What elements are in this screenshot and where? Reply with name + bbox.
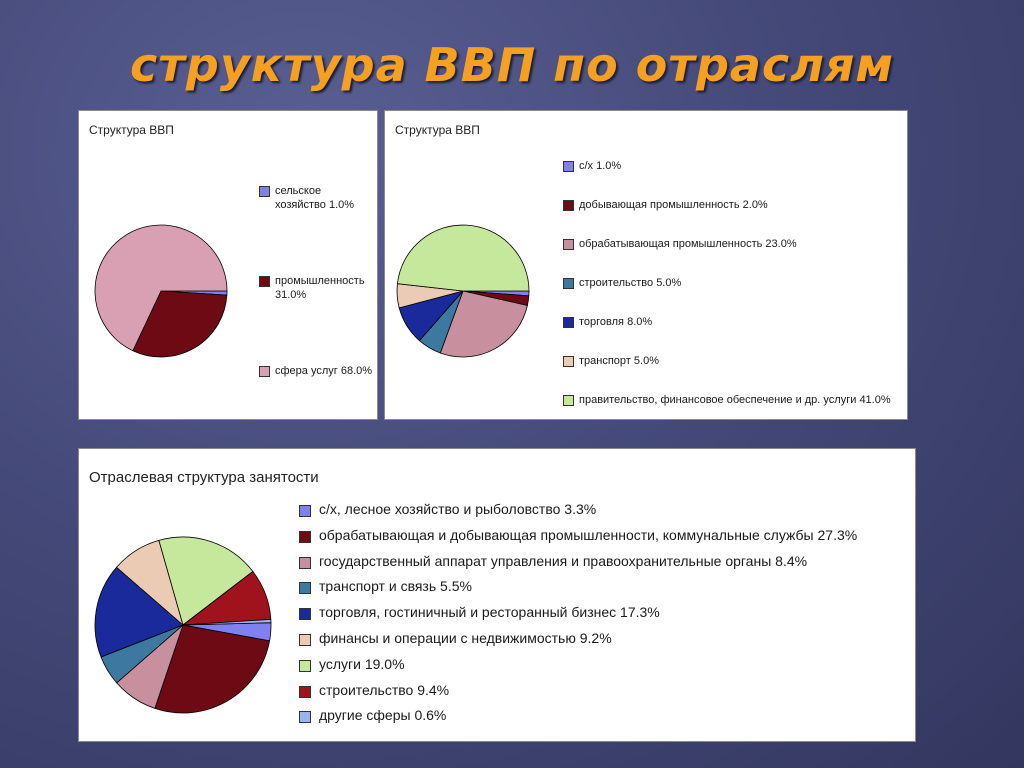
pie-slice-обрабатывающая-и-добывающая-промышленнос <box>154 624 271 714</box>
legend-swatch <box>299 711 311 724</box>
pie-slice-торговля-гостиничный-и-ресторанный-бизне <box>94 566 184 658</box>
legend-value: 68.0% <box>340 365 373 377</box>
legend-swatch <box>563 200 574 211</box>
legend-label: государственный аппарат управления и пра… <box>319 553 807 569</box>
pie-slice-правительство-финансовое-обеспечение-и-д <box>396 224 530 292</box>
legend-label: обрабатывающая промышленность 23.0% <box>579 237 909 251</box>
legend-label: другие сферы 0.6% <box>319 707 446 723</box>
legend-label-text: другие сферы <box>319 707 411 724</box>
legend-label: услуги 19.0% <box>319 656 405 672</box>
legend-label-text: промышленность <box>275 275 365 287</box>
pie-slice-другие-сферы <box>182 618 272 626</box>
legend-swatch <box>299 685 311 698</box>
legend-label: строительство 9.4% <box>319 682 449 698</box>
pie-slice-сфера-услуг <box>94 224 228 352</box>
legend-value: 8.0% <box>627 316 653 328</box>
legend-value: 1.0% <box>328 199 355 211</box>
pie-slice-промышленность <box>132 290 228 358</box>
legend-label-text: правительство, финансовое обеспечение и … <box>579 394 857 406</box>
legend-value: 41.0% <box>859 394 891 406</box>
legend-label-text: транспорт и связь <box>319 578 437 595</box>
chart-title: Структура ВВП <box>395 123 480 137</box>
legend-value: 1.0% <box>596 160 622 172</box>
legend-label: обрабатывающая и добывающая промышленнос… <box>319 527 857 543</box>
legend-label: торговля, гостиничный и ресторанный бизн… <box>319 604 660 620</box>
legend-label-text: обрабатывающая промышленность <box>579 238 763 250</box>
employment-structure-panel: Отраслевая структура занятости с/х, лесн… <box>78 448 916 742</box>
employment-pie-chart <box>94 536 272 714</box>
legend-swatch <box>299 530 311 543</box>
legend-label-text: государственный аппарат управления и пра… <box>319 552 772 569</box>
legend-value: 9.2% <box>579 630 612 646</box>
legend-label: добывающая промышленность 2.0% <box>579 198 909 212</box>
legend-swatch <box>563 395 574 406</box>
legend-label-text: сельское хозяйство <box>275 185 326 211</box>
legend-label: транспорт и связь 5.5% <box>319 578 472 594</box>
legend-swatch <box>299 582 311 595</box>
pie-slice-обрабатывающая-промышленность <box>439 290 528 358</box>
legend-label-text: с/х <box>579 160 594 172</box>
legend-label-text: обрабатывающая и добывающая промышленнос… <box>319 526 814 543</box>
legend-swatch <box>299 556 311 569</box>
legend-label: торговля 8.0% <box>579 315 909 329</box>
legend-label: промышленность 31.0% <box>275 274 395 302</box>
slide-title: структура ВВП по отраслям <box>129 38 895 92</box>
legend-label: строительство 5.0% <box>579 276 909 290</box>
legend-value: 31.0% <box>275 289 307 301</box>
legend-swatch <box>563 278 574 289</box>
legend-swatch <box>259 276 270 287</box>
legend-label: с/х 1.0% <box>579 159 909 173</box>
legend-label-text: услуги <box>319 655 361 672</box>
legend-label: транспорт 5.0% <box>579 354 909 368</box>
legend-label-text: торговля, гостиничный и ресторанный бизн… <box>319 604 617 621</box>
legend-swatch <box>563 317 574 328</box>
legend-swatch <box>299 634 311 646</box>
legend-swatch <box>563 239 574 250</box>
chart-title: Отраслевая структура занятости <box>89 469 319 486</box>
legend-label-text: с/х, лесное хозяйство и рыболовство <box>319 501 561 517</box>
gdp-pie-chart-2 <box>396 224 530 358</box>
legend-value: 5.5% <box>440 578 472 595</box>
legend-label-text: строительство <box>319 681 414 698</box>
legend-value: 2.0% <box>742 199 768 211</box>
legend-value: 0.6% <box>414 707 447 724</box>
legend-label: финансы и операции с недвижимостью 9.2% <box>319 630 612 646</box>
gdp-structure-panel-2: Структура ВВП с/х 1.0% добывающая промышл… <box>384 110 908 420</box>
legend-label-text: добывающая промышленность <box>579 199 740 211</box>
legend-label-text: торговля <box>579 316 625 328</box>
pie-slice-услуги <box>158 536 254 626</box>
legend-swatch <box>563 356 574 367</box>
legend-label: сфера услуг 68.0% <box>275 364 395 378</box>
legend-value: 17.3% <box>620 604 660 621</box>
legend-value: 27.3% <box>817 526 858 543</box>
legend-swatch <box>299 505 311 517</box>
legend-swatch <box>563 161 574 172</box>
legend-label: правительство, финансовое обеспечение и … <box>579 393 909 407</box>
legend-value: 19.0% <box>364 655 405 672</box>
gdp-pie-chart-1 <box>94 224 228 358</box>
legend-value: 5.0% <box>656 277 682 289</box>
legend-value: 3.3% <box>564 501 597 517</box>
legend-label-text: сфера услуг <box>275 365 338 377</box>
legend-swatch <box>299 659 311 672</box>
legend-value: 9.4% <box>417 681 450 698</box>
legend-value: 23.0% <box>765 238 797 250</box>
legend-swatch <box>259 186 270 197</box>
legend-swatch <box>259 366 270 377</box>
gdp-structure-panel-1: Структура ВВП сельское хозяйство 1.0% про… <box>78 110 378 420</box>
legend-label: с/х, лесное хозяйство и рыболовство 3.3% <box>319 501 596 517</box>
legend-swatch <box>299 608 311 621</box>
legend-value: 5.0% <box>633 355 659 367</box>
legend-value: 8.4% <box>775 552 808 569</box>
legend-label-text: транспорт <box>579 355 631 367</box>
chart-title: Структура ВВП <box>89 123 174 137</box>
legend-label-text: финансы и операции с недвижимостью <box>319 630 576 646</box>
legend-label: сельское хозяйство 1.0% <box>275 184 395 212</box>
legend-label-text: строительство <box>579 277 654 289</box>
